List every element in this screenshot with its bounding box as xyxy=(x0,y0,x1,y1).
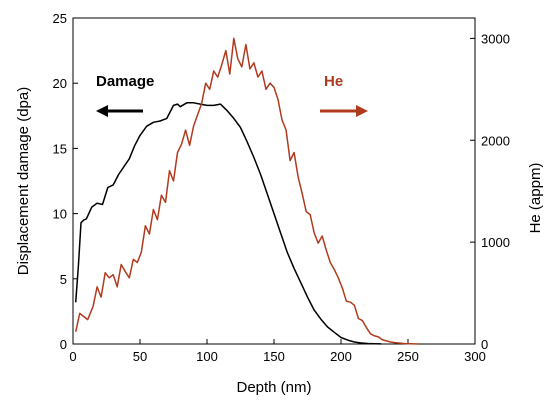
x-tick-label: 200 xyxy=(330,349,352,364)
x-tick-label: 100 xyxy=(196,349,218,364)
damage-series-line xyxy=(74,102,382,345)
y-left-tick-label: 5 xyxy=(60,272,67,287)
y-left-axis-ticks: 0 5 10 15 20 25 xyxy=(53,11,78,352)
he-series-line xyxy=(74,37,419,345)
damage-annotation: Damage xyxy=(96,73,154,90)
y-right-tick-label: 1000 xyxy=(481,235,510,250)
y-left-tick-label: 15 xyxy=(53,141,67,156)
right-arrow-icon xyxy=(320,105,368,117)
he-annotation: He xyxy=(324,73,343,90)
y-right-axis-label: He (appm) xyxy=(527,163,544,234)
y-left-tick-label: 20 xyxy=(53,76,67,91)
y-right-tick-label: 2000 xyxy=(481,133,510,148)
y-left-tick-label: 10 xyxy=(53,207,67,222)
y-left-axis-label: Displacement damage (dpa) xyxy=(15,87,32,275)
y-right-tick-label: 0 xyxy=(481,337,488,352)
y-right-axis-ticks: 0 1000 2000 3000 xyxy=(470,31,510,352)
x-tick-label: 250 xyxy=(397,349,419,364)
x-tick-label: 0 xyxy=(69,349,76,364)
x-tick-label: 300 xyxy=(464,349,486,364)
y-left-tick-label: 25 xyxy=(53,11,67,26)
plot-frame xyxy=(72,17,476,345)
x-axis-ticks: 0 50 100 150 200 250 300 xyxy=(69,339,486,364)
series-lines xyxy=(74,37,419,345)
y-left-tick-label: 0 xyxy=(60,337,67,352)
x-tick-label: 150 xyxy=(263,349,285,364)
x-axis-label: Depth (nm) xyxy=(236,379,311,396)
left-arrow-icon xyxy=(96,105,143,117)
x-tick-label: 50 xyxy=(133,349,147,364)
y-right-tick-label: 3000 xyxy=(481,31,510,46)
